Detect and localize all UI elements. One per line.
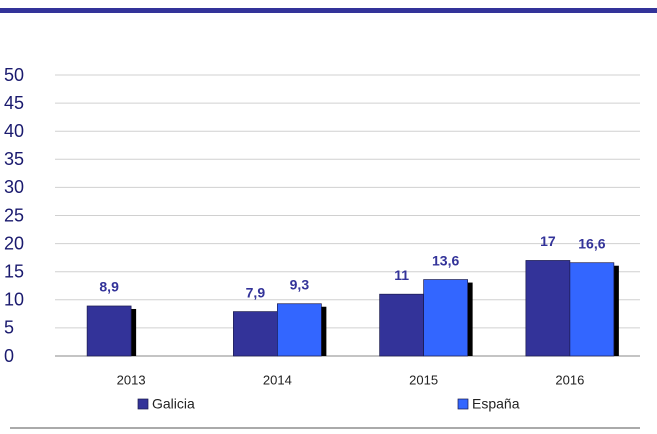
bar (233, 311, 278, 357)
top-rule (0, 8, 657, 13)
legend-swatch (137, 398, 149, 410)
data-label: 9,3 (290, 276, 310, 292)
y-tick-label: 40 (4, 121, 24, 141)
data-label: 8,9 (99, 279, 119, 295)
y-tick-label: 25 (4, 205, 24, 225)
y-tick-label: 50 (4, 65, 24, 85)
bar (569, 262, 615, 357)
data-label: 11 (394, 267, 409, 283)
y-tick-label: 35 (4, 149, 24, 169)
bar (277, 303, 322, 357)
y-tick-label: 5 (4, 318, 14, 338)
bar (525, 260, 571, 357)
legend-label: Galicia (152, 396, 195, 412)
x-tick-label: 2016 (555, 372, 584, 387)
bar (379, 293, 424, 357)
legend-swatch (457, 398, 469, 410)
bar (423, 279, 468, 357)
data-label: 17 (540, 233, 556, 249)
y-tick-label: 0 (4, 346, 14, 366)
data-label: 16,6 (578, 235, 605, 251)
y-tick-label: 20 (4, 233, 24, 253)
y-tick-label: 10 (4, 290, 24, 310)
x-tick-label: 2015 (409, 372, 438, 387)
x-tick-label: 2013 (117, 372, 146, 387)
data-label: 7,9 (246, 284, 266, 300)
y-tick-label: 45 (4, 93, 24, 113)
legend-label: España (472, 396, 520, 412)
data-label: 13,6 (432, 252, 459, 268)
bar (86, 305, 132, 357)
y-tick-label: 30 (4, 177, 24, 197)
x-tick-label: 2014 (263, 372, 292, 387)
y-tick-label: 15 (4, 261, 24, 281)
